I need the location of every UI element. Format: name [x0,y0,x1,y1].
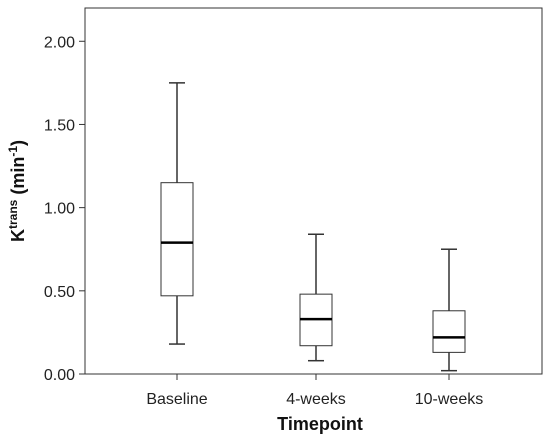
x-tick-label: 4-weeks [286,391,346,408]
y-axis: 0.00 0.50 1.00 1.50 2.00 [44,34,85,384]
box-baseline [160,82,194,345]
x-tick-label: Baseline [146,391,207,408]
y-axis-title: Ktrans (min-1) [6,140,28,242]
y-tick-label: 2.00 [44,34,75,51]
box-4-weeks [299,233,333,362]
x-tick-label: 10-weeks [415,391,483,408]
plot-frame [84,7,543,375]
y-tick-label: 1.00 [44,201,75,218]
x-axis: Baseline 4-weeks 10-weeks [146,374,483,408]
y-tick-label: 1.50 [44,117,75,134]
x-axis-title: Timepoint [277,414,363,434]
box-10-weeks [432,248,466,372]
y-tick-label: 0.50 [44,284,75,301]
y-tick-label: 0.00 [44,367,75,384]
box-series [160,82,466,372]
iqr-box [160,182,194,297]
iqr-box [432,310,466,353]
